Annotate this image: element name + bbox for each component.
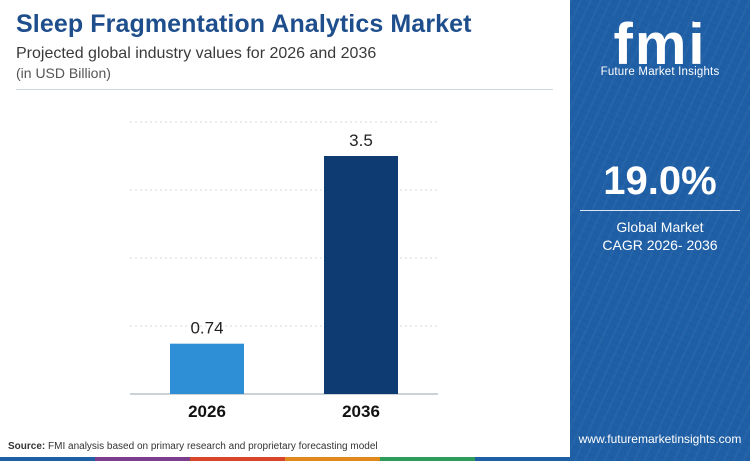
strip-segment	[285, 457, 380, 461]
strip-segment	[95, 457, 190, 461]
website-link[interactable]: www.futuremarketinsights.com	[578, 432, 742, 446]
cagr-label-line1: Global Market	[616, 219, 704, 235]
fmi-logo: fmi	[609, 12, 707, 77]
cagr-label-line2: CAGR 2026- 2036	[602, 237, 718, 253]
cagr-label: Global Market CAGR 2026- 2036	[570, 218, 750, 254]
side-panel: fmi Future Market Insights 19.0% Global …	[570, 0, 750, 461]
header: Sleep Fragmentation Analytics Market Pro…	[16, 8, 556, 82]
source-note: Source: FMI analysis based on primary re…	[8, 441, 378, 452]
chart-subtitle: Projected global industry values for 202…	[16, 45, 377, 62]
panel-texture	[570, 0, 750, 461]
bar-chart: 0.74 2026 3.5 2036	[130, 121, 438, 421]
bar-2036	[324, 156, 398, 394]
brand-name: Future Market Insights	[600, 66, 720, 78]
strip-segment	[475, 457, 570, 461]
data-label-2036: 3.5	[349, 131, 373, 150]
x-tick-label-2026: 2026	[188, 402, 226, 421]
data-label-2026: 0.74	[190, 319, 223, 338]
strip-segment	[190, 457, 285, 461]
header-divider	[16, 89, 553, 90]
logo-icons	[609, 15, 704, 23]
strip-segment	[380, 457, 475, 461]
color-strip	[0, 457, 570, 461]
source-text: FMI analysis based on primary research a…	[48, 441, 378, 452]
cagr-value: 19.0%	[603, 159, 717, 203]
x-tick-label-2036: 2036	[342, 402, 380, 421]
bar-2026	[170, 343, 244, 394]
cagr-divider	[580, 210, 740, 211]
chart-title: Sleep Fragmentation Analytics Market	[16, 10, 472, 38]
unit-label: (in USD Billion)	[16, 65, 111, 81]
source-label: Source:	[8, 441, 46, 452]
strip-segment	[0, 457, 95, 461]
logo-letters: fmi	[614, 12, 707, 77]
